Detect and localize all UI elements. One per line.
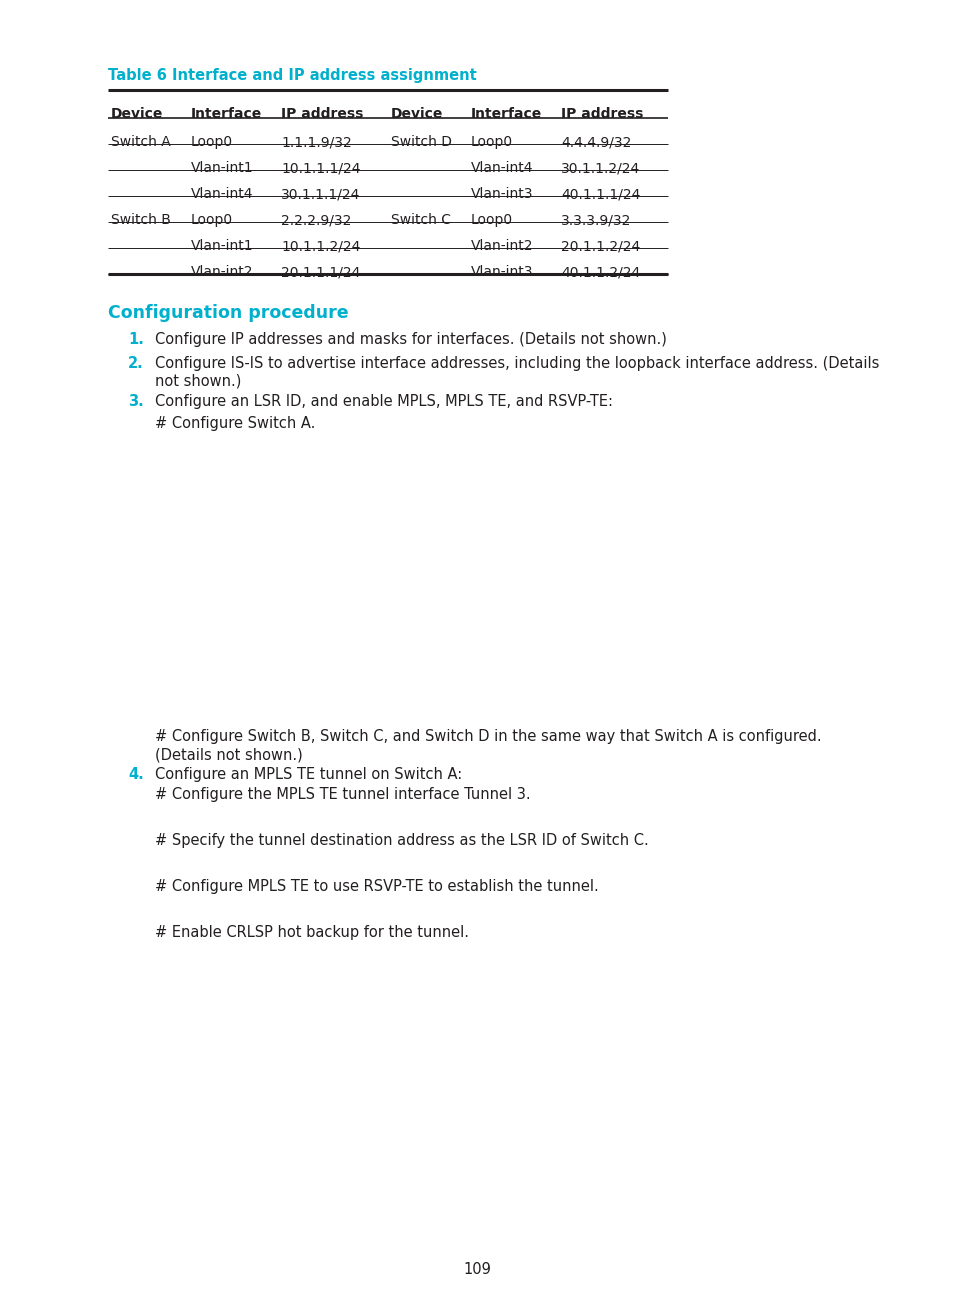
Text: 40.1.1.1/24: 40.1.1.1/24	[560, 187, 639, 201]
Text: # Specify the tunnel destination address as the LSR ID of Switch C.: # Specify the tunnel destination address…	[154, 833, 648, 848]
Text: Switch B: Switch B	[111, 213, 171, 227]
Text: 30.1.1.1/24: 30.1.1.1/24	[281, 187, 360, 201]
Text: 20.1.1.1/24: 20.1.1.1/24	[281, 264, 360, 279]
Text: (Details not shown.): (Details not shown.)	[154, 746, 302, 762]
Text: Loop0: Loop0	[471, 213, 513, 227]
Text: 20.1.1.2/24: 20.1.1.2/24	[560, 238, 639, 253]
Text: IP address: IP address	[281, 108, 363, 121]
Text: Switch A: Switch A	[111, 135, 171, 149]
Text: Device: Device	[111, 108, 163, 121]
Text: # Configure Switch A.: # Configure Switch A.	[154, 416, 315, 432]
Text: Interface: Interface	[191, 108, 262, 121]
Text: Loop0: Loop0	[471, 135, 513, 149]
Text: Vlan-int1: Vlan-int1	[191, 238, 253, 253]
Text: Loop0: Loop0	[191, 213, 233, 227]
Text: Table 6 Interface and IP address assignment: Table 6 Interface and IP address assignm…	[108, 67, 477, 83]
Text: 3.3.3.9/32: 3.3.3.9/32	[560, 213, 631, 227]
Text: 10.1.1.2/24: 10.1.1.2/24	[281, 238, 360, 253]
Text: # Enable CRLSP hot backup for the tunnel.: # Enable CRLSP hot backup for the tunnel…	[154, 925, 469, 940]
Text: Interface: Interface	[471, 108, 541, 121]
Text: Vlan-int2: Vlan-int2	[471, 238, 533, 253]
Text: # Configure the MPLS TE tunnel interface Tunnel 3.: # Configure the MPLS TE tunnel interface…	[154, 787, 530, 802]
Text: 4.4.4.9/32: 4.4.4.9/32	[560, 135, 631, 149]
Text: Configure IP addresses and masks for interfaces. (Details not shown.): Configure IP addresses and masks for int…	[154, 332, 666, 347]
Text: Vlan-int2: Vlan-int2	[191, 264, 253, 279]
Text: 4.: 4.	[128, 767, 144, 781]
Text: 40.1.1.2/24: 40.1.1.2/24	[560, 264, 639, 279]
Text: IP address: IP address	[560, 108, 642, 121]
Text: Vlan-int1: Vlan-int1	[191, 161, 253, 175]
Text: Switch C: Switch C	[391, 213, 451, 227]
Text: Configuration procedure: Configuration procedure	[108, 305, 348, 321]
Text: Vlan-int4: Vlan-int4	[191, 187, 253, 201]
Text: 10.1.1.1/24: 10.1.1.1/24	[281, 161, 360, 175]
Text: not shown.): not shown.)	[154, 375, 241, 389]
Text: Configure an LSR ID, and enable MPLS, MPLS TE, and RSVP-TE:: Configure an LSR ID, and enable MPLS, MP…	[154, 394, 613, 410]
Text: 1.1.1.9/32: 1.1.1.9/32	[281, 135, 352, 149]
Text: # Configure Switch B, Switch C, and Switch D in the same way that Switch A is co: # Configure Switch B, Switch C, and Swit…	[154, 728, 821, 744]
Text: 2.: 2.	[128, 356, 144, 371]
Text: Vlan-int4: Vlan-int4	[471, 161, 533, 175]
Text: 30.1.1.2/24: 30.1.1.2/24	[560, 161, 639, 175]
Text: Loop0: Loop0	[191, 135, 233, 149]
Text: Device: Device	[391, 108, 443, 121]
Text: Configure IS-IS to advertise interface addresses, including the loopback interfa: Configure IS-IS to advertise interface a…	[154, 356, 879, 371]
Text: 109: 109	[462, 1262, 491, 1277]
Text: 3.: 3.	[128, 394, 144, 410]
Text: Vlan-int3: Vlan-int3	[471, 264, 533, 279]
Text: Vlan-int3: Vlan-int3	[471, 187, 533, 201]
Text: # Configure MPLS TE to use RSVP-TE to establish the tunnel.: # Configure MPLS TE to use RSVP-TE to es…	[154, 879, 598, 894]
Text: Configure an MPLS TE tunnel on Switch A:: Configure an MPLS TE tunnel on Switch A:	[154, 767, 462, 781]
Text: Switch D: Switch D	[391, 135, 452, 149]
Text: 1.: 1.	[128, 332, 144, 347]
Text: 2.2.2.9/32: 2.2.2.9/32	[281, 213, 351, 227]
